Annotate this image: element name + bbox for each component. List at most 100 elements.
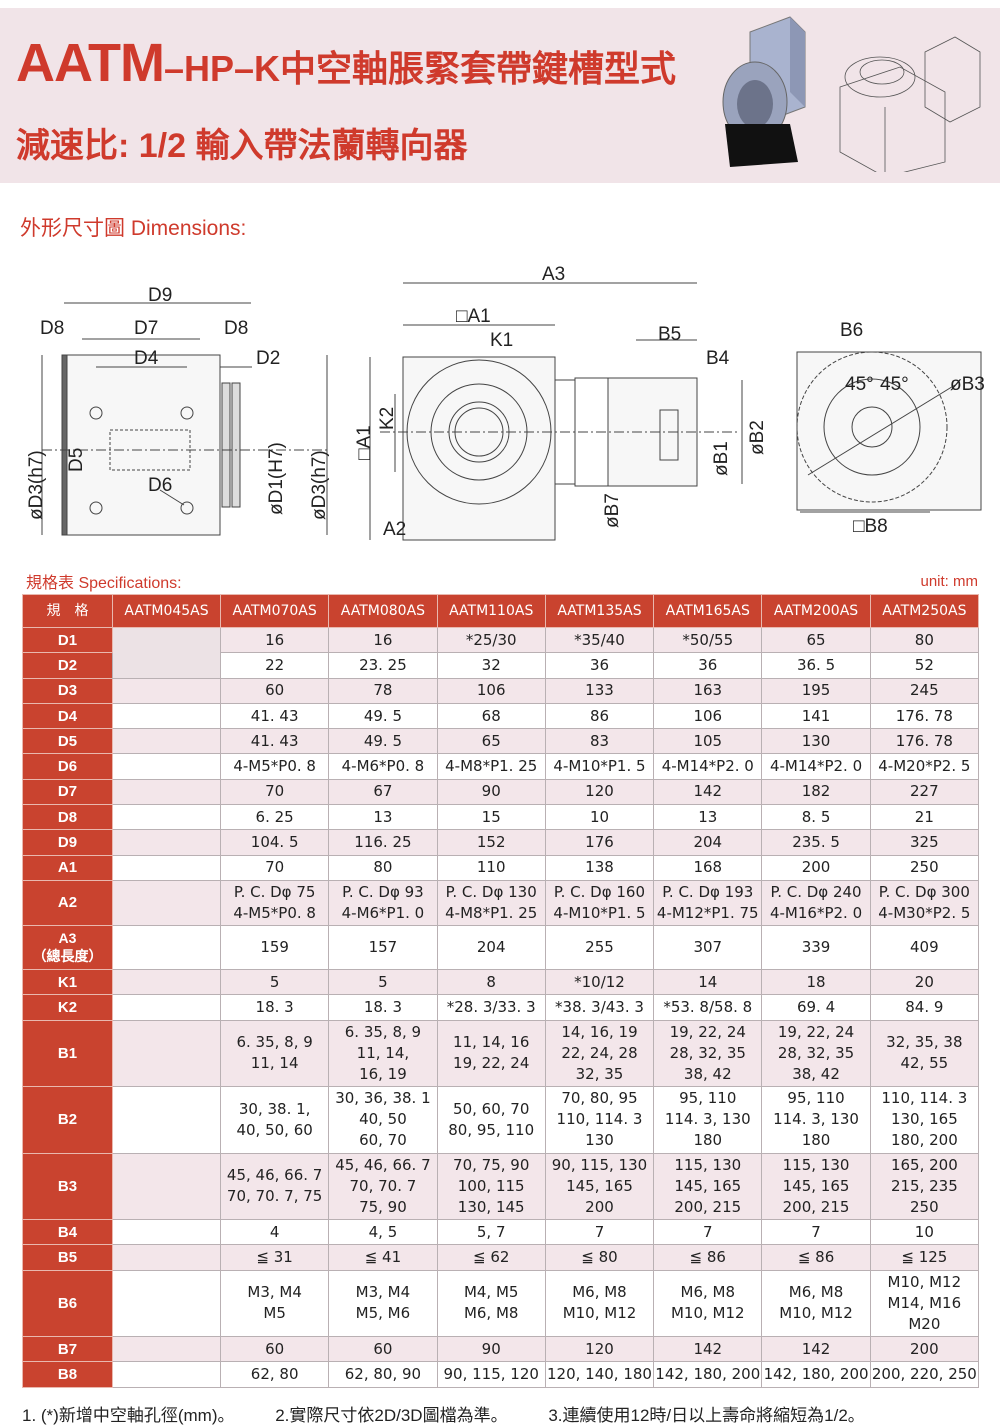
header-model: AATM135AS	[544, 594, 655, 628]
table-cell: 4, 5	[328, 1219, 438, 1246]
row-label: D3	[22, 677, 113, 704]
table-cell: 18. 3	[328, 994, 438, 1021]
table-cell: 204	[436, 924, 546, 970]
table-cell: 4-M14*P2. 0	[653, 753, 763, 780]
table-cell: 4-M8*P1. 25	[436, 753, 546, 780]
empty-cell-aatm045as	[112, 829, 221, 856]
table-cell: 168	[653, 854, 763, 881]
table-cell: 30, 38. 1, 40, 50, 60	[219, 1086, 330, 1154]
table-cell: 176	[544, 829, 655, 856]
table-cell: 4-M14*P2. 0	[761, 753, 871, 780]
table-row: B3 45, 46, 66. 7 70, 70. 7, 75 45, 46, 66.…	[22, 1152, 980, 1221]
table-row: D6 4-M5*P0. 8 4-M6*P0. 8 4-M8*P1. 25 4-M10*P…	[22, 753, 980, 780]
table-cell: 68	[436, 702, 546, 730]
product-render	[722, 16, 806, 167]
table-cell: 5	[328, 968, 438, 996]
table-cell: 176. 78	[869, 728, 980, 755]
table-cell: 49. 5	[328, 728, 438, 755]
table-cell: 142	[653, 1336, 763, 1363]
row-label: B2	[22, 1086, 113, 1154]
table-cell: 45, 46, 66. 7 70, 70. 7, 75	[219, 1152, 330, 1221]
empty-cell-aatm045as	[112, 1019, 221, 1088]
table-cell: *50/55	[653, 626, 763, 654]
empty-cell-aatm045as	[112, 753, 221, 780]
table-cell: 18	[761, 968, 871, 996]
table-cell: 65	[761, 626, 871, 654]
row-label: D4	[22, 702, 113, 730]
label-b5: B5	[658, 324, 681, 345]
table-cell: *10/12	[544, 968, 655, 996]
table-cell: 227	[869, 778, 980, 806]
empty-cell-aatm045as	[112, 968, 221, 996]
label-a2: A2	[383, 519, 406, 540]
label-d4: D4	[134, 348, 159, 369]
table-cell: 120	[544, 1336, 655, 1363]
table-cell: M6, M8 M10, M12	[653, 1269, 763, 1338]
empty-cell-aatm045as	[112, 879, 221, 926]
row-label: D9	[22, 829, 113, 856]
table-cell: 4-M6*P0. 8	[328, 753, 438, 780]
table-cell: 7	[544, 1219, 655, 1246]
label-k1: K1	[490, 330, 513, 351]
row-label: A3 （總長度）	[22, 924, 113, 970]
label-b4: B4	[706, 348, 730, 369]
empty-cell-aatm045as	[112, 1244, 221, 1271]
table-cell: 22	[219, 652, 330, 679]
row-label: A2	[22, 879, 113, 926]
table-cell: 41. 43	[219, 728, 330, 755]
empty-cell-aatm045as	[112, 778, 221, 806]
table-cell: 142, 180, 200	[761, 1361, 871, 1388]
table-cell: M6, M8 M10, M12	[761, 1269, 871, 1338]
table-cell: 41. 43	[219, 702, 330, 730]
header-corner: 規 格	[22, 594, 113, 628]
table-cell: 60	[219, 677, 330, 704]
empty-cell-aatm045as	[112, 1152, 221, 1221]
table-cell: *35/40	[544, 626, 655, 654]
table-cell: 19, 22, 24 28, 32, 35 38, 42	[761, 1019, 871, 1088]
table-cell: ≦ 62	[436, 1244, 546, 1271]
table-cell: 176. 78	[869, 702, 980, 730]
table-cell: 245	[869, 677, 980, 704]
table-row: A3 （總長度） 159 157 204 255 307 339 409	[22, 924, 980, 970]
table-cell: 16	[219, 626, 330, 654]
table-cell: 195	[761, 677, 871, 704]
empty-cell-aatm045as	[112, 854, 221, 881]
table-cell: 106	[653, 702, 763, 730]
table-cell: 32, 35, 38 42, 55	[869, 1019, 980, 1088]
row-label: B1	[22, 1019, 113, 1088]
label-angle-2: 45°	[880, 374, 909, 395]
table-cell: 45, 46, 66. 7 70, 70. 7 75, 90	[328, 1152, 438, 1221]
table-cell: P. C. Dφ 160 4-M10*P1. 5	[544, 879, 655, 926]
empty-cell-aatm045as	[112, 924, 221, 970]
label-a1-side: □A1	[354, 425, 375, 460]
row-label: B4	[22, 1219, 113, 1246]
table-cell: 80	[869, 626, 980, 654]
header-model: AATM165AS	[653, 594, 763, 628]
header-model: AATM250AS	[869, 594, 980, 628]
table-cell: 4	[219, 1219, 330, 1246]
table-cell: 5	[219, 968, 330, 996]
table-cell: 30, 36, 38. 1 40, 50 60, 70	[328, 1086, 438, 1154]
table-cell: 7	[653, 1219, 763, 1246]
table-header-row: 規 格 AATM045AS AATM070AS AATM080AS AATM110AS…	[22, 594, 980, 628]
table-cell: 204	[653, 829, 763, 856]
table-cell: M3, M4 M5, M6	[328, 1269, 438, 1338]
table-cell: 165, 200 215, 235 250	[869, 1152, 980, 1221]
label-b2: øB2	[747, 420, 768, 455]
table-row: B7 60 60 90 120 142 142 200	[22, 1336, 980, 1363]
table-cell: 78	[328, 677, 438, 704]
table-cell: 19, 22, 24 28, 32, 35 38, 42	[653, 1019, 763, 1088]
table-row: K2 18. 3 18. 3 *28. 3/33. 3 *38. 3/43. 3 *53.…	[22, 994, 980, 1021]
table-cell: 83	[544, 728, 655, 755]
table-cell: 13	[328, 804, 438, 831]
table-cell: M3, M4 M5	[219, 1269, 330, 1338]
table-cell: *38. 3/43. 3	[544, 994, 655, 1021]
specifications-heading: 規格表 Specifications:	[26, 575, 182, 592]
empty-cell-aatm045as	[112, 1361, 221, 1388]
table-cell: 163	[653, 677, 763, 704]
table-row: D9 104. 5 116. 25 152 176 204 235. 5 325	[22, 829, 980, 856]
table-cell: 6. 35, 8, 9 11, 14	[219, 1019, 330, 1088]
table-row: B5 ≦ 31 ≦ 41 ≦ 62 ≦ 80 ≦ 86 ≦ 86 ≦ 125	[22, 1244, 980, 1271]
table-cell: 90	[436, 778, 546, 806]
header-model: AATM110AS	[436, 594, 546, 628]
